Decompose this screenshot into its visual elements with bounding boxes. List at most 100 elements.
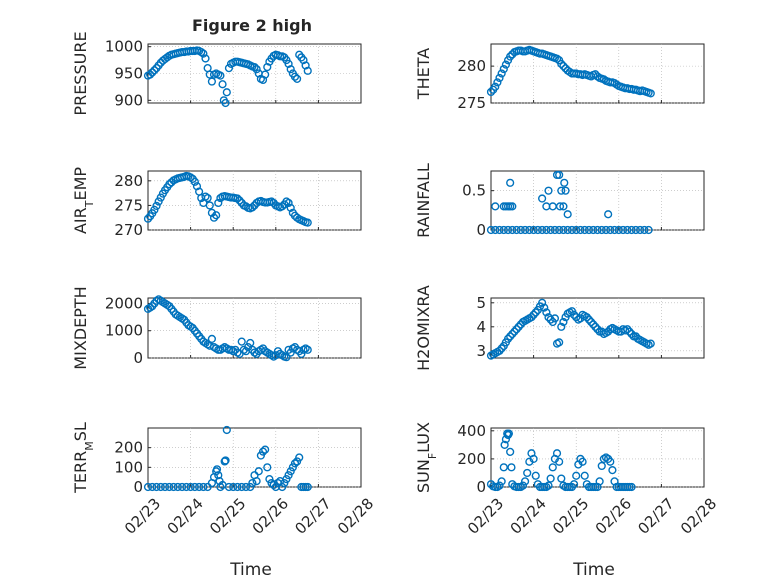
data-point — [506, 178, 515, 187]
data-point — [529, 225, 538, 235]
data-point — [508, 225, 517, 235]
data-point — [256, 451, 265, 460]
y-tick-label: 1000 — [105, 38, 143, 56]
data-point — [152, 201, 161, 211]
y-axis-label: PRESSURE — [71, 31, 90, 115]
data-point — [510, 327, 519, 336]
data-point — [499, 225, 508, 235]
data-point — [143, 482, 153, 492]
data-point — [559, 225, 568, 235]
data-point — [303, 482, 312, 492]
data-point — [529, 454, 538, 464]
data-point — [497, 477, 506, 486]
data-point — [552, 449, 562, 458]
data-point — [523, 468, 532, 478]
data-point — [491, 202, 500, 211]
figure-title: Figure 2 high — [192, 16, 312, 35]
y-tick-label: 200 — [457, 450, 486, 468]
data-point — [512, 325, 521, 334]
subplot-2: 270 275 280 AIRTEMP — [71, 167, 362, 239]
y-tick-label: 2000 — [105, 294, 143, 312]
data-point — [560, 178, 569, 187]
y-axis-label: SUNFLUX — [414, 422, 439, 493]
data-point — [173, 482, 182, 492]
data-point — [197, 47, 206, 57]
data-point — [584, 225, 594, 235]
data-point — [214, 198, 223, 208]
data-point — [587, 317, 596, 327]
data-point — [265, 475, 274, 484]
data-point — [146, 70, 155, 79]
data-point — [525, 225, 534, 235]
data-point — [201, 54, 210, 63]
y-tick-label: 0 — [133, 349, 143, 367]
data-point — [497, 69, 506, 78]
data-point — [606, 225, 615, 235]
data-point — [224, 64, 234, 73]
data-point — [195, 482, 204, 492]
data-point — [520, 225, 530, 235]
data-point — [290, 72, 300, 81]
x-tick-label: 02/28 — [677, 495, 720, 538]
data-point — [248, 203, 257, 212]
data-point — [631, 225, 640, 235]
data-point — [614, 225, 623, 235]
data-point — [569, 480, 579, 489]
data-point — [548, 463, 557, 472]
data-point — [491, 225, 500, 235]
data-point — [284, 198, 293, 208]
y-axis-label: THETA — [414, 48, 433, 100]
data-point — [555, 225, 564, 235]
data-point — [491, 82, 500, 91]
y-tick-label: 280 — [457, 57, 486, 75]
data-point — [278, 202, 287, 211]
data-point — [143, 214, 153, 223]
data-point — [499, 463, 508, 472]
data-point — [169, 482, 178, 492]
data-point — [303, 345, 312, 354]
plot-area — [490, 427, 705, 488]
x-axis-label-left: Time — [229, 560, 272, 580]
data-point — [199, 482, 208, 492]
data-point — [286, 65, 295, 74]
data-point — [567, 225, 577, 235]
y-axis-label: MIXDEPTH — [71, 286, 90, 369]
data-point — [286, 203, 295, 212]
data-point — [216, 482, 225, 492]
data-point — [644, 225, 653, 235]
plot-area — [147, 297, 362, 359]
data-point — [216, 71, 225, 80]
data-point — [303, 66, 312, 75]
data-point — [512, 225, 521, 235]
data-point — [514, 322, 523, 331]
data-point — [618, 225, 628, 235]
data-point — [220, 457, 229, 466]
data-point — [269, 480, 278, 490]
data-point — [606, 457, 615, 466]
data-point — [627, 225, 636, 235]
data-point — [237, 337, 246, 346]
data-point — [286, 467, 295, 476]
data-point — [589, 225, 598, 235]
data-point — [154, 197, 163, 206]
data-point — [222, 88, 231, 97]
data-point — [212, 211, 221, 220]
data-point — [497, 344, 506, 353]
data-point — [229, 482, 238, 492]
y-tick-label: 0 — [133, 478, 143, 496]
data-point — [190, 177, 199, 186]
data-point — [207, 77, 217, 86]
data-point — [221, 456, 230, 465]
data-point — [580, 471, 589, 480]
data-point — [199, 49, 208, 58]
data-point — [203, 193, 212, 203]
data-point — [572, 471, 581, 480]
data-point — [610, 225, 619, 235]
data-point — [186, 482, 195, 492]
data-point — [559, 317, 568, 327]
data-point — [156, 193, 165, 202]
data-point — [303, 218, 312, 227]
data-point — [544, 481, 553, 490]
y-tick-label: 0.5 — [462, 182, 486, 200]
data-point — [540, 303, 549, 312]
